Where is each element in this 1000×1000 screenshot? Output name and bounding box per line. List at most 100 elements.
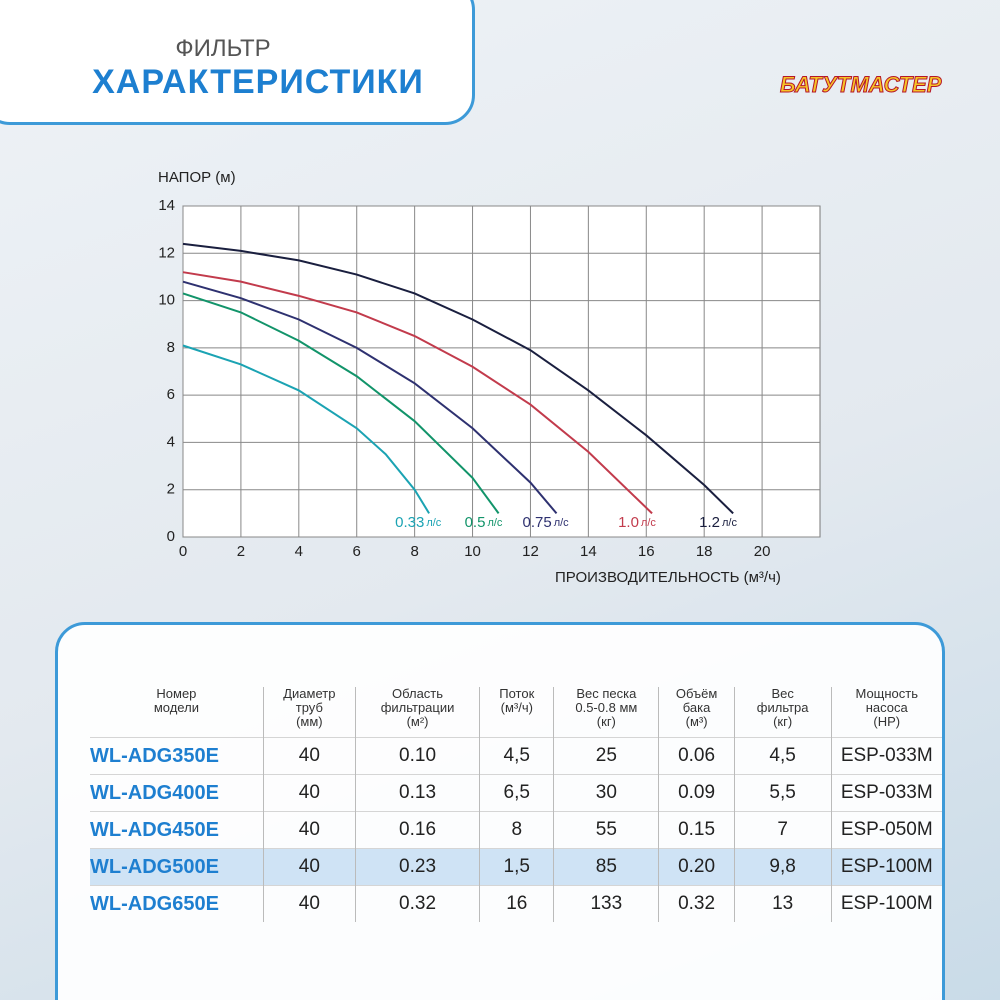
y-tick-label: 2 <box>167 481 175 498</box>
y-tick-label: 8 <box>167 339 175 356</box>
header-line: (HP) <box>873 714 901 729</box>
table-cell: 0.32 <box>354 885 480 922</box>
x-tick-label: 20 <box>754 543 771 560</box>
header-line: Вес песка <box>576 686 637 701</box>
series-label: 0.33 л/с <box>395 514 442 531</box>
column-header: Поток (м³/ч) <box>479 687 554 738</box>
table-cell: 4,5 <box>479 737 554 775</box>
header-line: бака <box>682 700 711 715</box>
header-title: ХАРАКТЕРИСТИКИ <box>92 63 424 101</box>
chart: НАПОР (м) ПРОИЗВОДИТЕЛЬНОСТЬ (м³/ч) 0 2 4 6… <box>158 169 821 586</box>
table-cell: 7 <box>733 811 831 849</box>
series-name: 1.2 <box>699 514 720 531</box>
table-card: Номер модели Диаметр труб (мм) Область фильтра… <box>55 622 945 1000</box>
table-cell: 0.32 <box>658 885 735 922</box>
column-header: Вес песка 0.5-0.8 мм (кг) <box>553 686 659 738</box>
header-subtitle: ФИЛЬТР <box>175 35 271 62</box>
table-cell: 85 <box>553 848 659 886</box>
series-unit: л/с <box>426 517 441 529</box>
table-row: WL-ADG650E 40 0.32 16 133 0.32 13 ESP-100M <box>90 885 942 922</box>
header-line: модели <box>153 700 199 715</box>
header-line: труб <box>295 700 323 715</box>
table-cell: 13 <box>733 885 831 922</box>
x-tick-label: 18 <box>696 543 713 560</box>
y-axis-label: НАПОР (м) <box>158 169 236 186</box>
header-line: (кг) <box>773 714 793 729</box>
x-tick-label: 12 <box>522 543 539 560</box>
table-cell: 133 <box>553 885 659 922</box>
header-line: (кг) <box>596 714 616 729</box>
y-tick-label: 10 <box>158 292 175 309</box>
table-cell: 40 <box>262 737 356 775</box>
x-tick-label: 16 <box>638 543 655 560</box>
table-cell: 6,5 <box>479 774 554 812</box>
table-cell: ESP-100M <box>830 848 942 886</box>
table-cell: WL-ADG350E <box>90 737 264 775</box>
header-line: (мм) <box>296 714 323 729</box>
plot-frame <box>182 205 821 538</box>
table-cell: 0.15 <box>658 811 735 849</box>
header-line: 0.5-0.8 мм <box>575 700 638 715</box>
series-label: 1.0 л/с <box>618 514 656 531</box>
header-line: Номер <box>156 686 197 701</box>
series-unit: л/с <box>641 517 656 529</box>
series-line <box>182 242 734 515</box>
column-header: Объём бака (м³) <box>658 686 735 738</box>
x-tick-label: 2 <box>237 543 245 560</box>
series-unit: л/с <box>487 517 502 529</box>
table-cell: 0.06 <box>658 737 735 775</box>
header-line: насоса <box>865 700 908 715</box>
table-cell: 40 <box>262 885 356 922</box>
series-line <box>182 280 558 515</box>
column-header: Мощность насоса (HP) <box>830 687 942 738</box>
table: Номер модели Диаметр труб (мм) Область фильтра… <box>90 687 942 922</box>
header-line: фильтра <box>756 700 809 715</box>
table-cell: 8 <box>479 811 554 849</box>
series-name: 0.33 <box>395 514 424 531</box>
x-tick-label: 10 <box>464 543 481 560</box>
series-unit: л/с <box>722 517 737 529</box>
y-tick-label: 6 <box>167 386 175 403</box>
table-row: WL-ADG500E 40 0.23 1,5 85 0.20 9,8 ESP-100M <box>90 848 942 886</box>
header-line: Объём <box>675 686 718 701</box>
x-tick-label: 0 <box>179 543 187 560</box>
table-cell: 30 <box>553 774 659 812</box>
series-line <box>182 292 500 514</box>
table-cell: WL-ADG650E <box>90 885 264 922</box>
table-cell: ESP-033M <box>830 774 942 812</box>
x-tick-label: 8 <box>410 543 418 560</box>
table-cell: 16 <box>479 885 554 922</box>
series-name: 1.0 <box>618 514 639 531</box>
x-tick-label: 4 <box>295 543 303 560</box>
series-label: 0.5 л/с <box>465 514 503 531</box>
series-unit: л/с <box>554 517 569 529</box>
table-cell: ESP-100M <box>830 885 942 922</box>
table-cell: 1,5 <box>479 848 554 886</box>
y-tick-label: 0 <box>167 528 175 545</box>
table-cell: 4,5 <box>733 737 831 775</box>
series-line <box>182 271 653 515</box>
y-tick-label: 4 <box>167 433 175 450</box>
table-cell: 40 <box>262 774 356 812</box>
table-cell: WL-ADG450E <box>90 811 264 849</box>
table-cell: 5,5 <box>733 774 831 812</box>
header-line: Область <box>392 686 444 701</box>
table-row: WL-ADG400E 40 0.13 6,5 30 0.09 5,5 ESP-033M <box>90 774 942 812</box>
y-tick-label: 12 <box>158 244 175 261</box>
table-cell: 55 <box>553 811 659 849</box>
table-row: WL-ADG350E 40 0.10 4,5 25 0.06 4,5 ESP-033M <box>90 737 942 775</box>
header-line: Диаметр <box>283 686 336 701</box>
table-cell: 0.10 <box>354 737 480 775</box>
column-header: Диаметр труб (мм) <box>262 686 356 738</box>
table-cell: 40 <box>262 811 356 849</box>
series-name: 0.5 <box>465 514 486 531</box>
logo: БАТУТМАСТЕР <box>779 72 942 98</box>
table-cell: 40 <box>262 848 356 886</box>
table-cell: WL-ADG400E <box>90 774 264 812</box>
column-header: Область фильтрации (м²) <box>354 686 480 738</box>
x-tick-label: 6 <box>353 543 361 560</box>
series-name: 0.75 <box>523 514 552 531</box>
header-card: ФИЛЬТР ХАРАКТЕРИСТИКИ <box>0 0 475 125</box>
header-line: (м³/ч) <box>500 700 533 715</box>
header-line: (м²) <box>406 714 429 729</box>
